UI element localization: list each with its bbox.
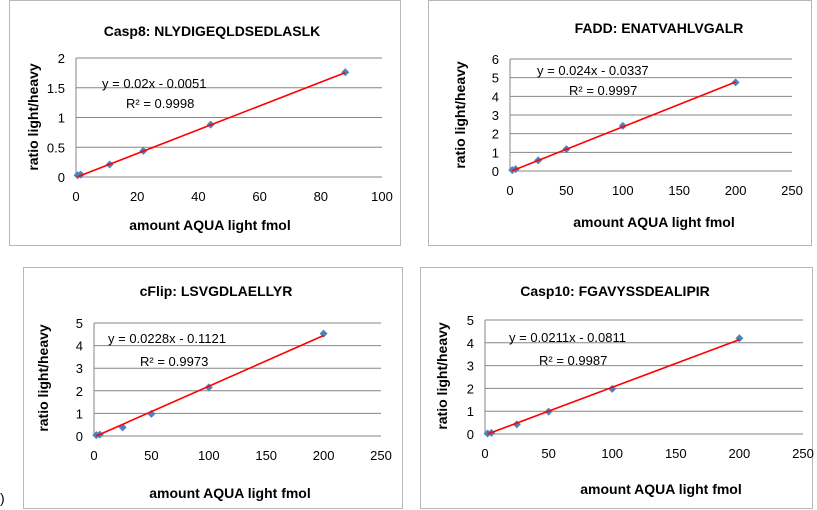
chart-panel-cflip: 0 1 2 3 4 5 0 50 100 150 200 250 cFlip: LSVGDLAELLYR…	[23, 267, 403, 509]
trendline	[511, 81, 736, 172]
x-tick-label: 150	[665, 446, 687, 461]
x-tick-label: 100	[371, 189, 393, 204]
y-tick-label: 0	[76, 429, 83, 444]
y-tick-label: 4	[467, 336, 474, 351]
y-tick-label: 0.5	[47, 140, 65, 155]
chart-title: FADD: ENATVAHLVGALR	[575, 20, 744, 36]
x-tick-label: 250	[370, 448, 392, 463]
chart-title: Casp10: FGAVYSSDEALIPIR	[520, 283, 710, 299]
y-tick-label: 2	[76, 384, 83, 399]
trendline	[95, 334, 324, 437]
r-squared-label: R² = 0.9998	[126, 96, 194, 111]
y-tick-label: 2	[492, 127, 499, 142]
x-tick-label: 50	[144, 448, 158, 463]
y-tick-label: 3	[492, 108, 499, 123]
r-squared-label: R² = 0.9973	[140, 354, 208, 369]
x-tick-label: 20	[130, 189, 144, 204]
y-axis-label: ratio light/heavy	[434, 322, 450, 430]
trendline	[487, 338, 740, 435]
data-point	[147, 409, 156, 418]
chart-panel-casp10: 0 1 2 3 4 5 0 50 100 150 200 250 Casp10: FGAVYSSDEAL…	[420, 267, 814, 509]
x-tick-label: 150	[668, 183, 690, 198]
trendline-equation: y = 0.0211x - 0.0811	[509, 330, 626, 345]
x-tick-label: 50	[559, 183, 573, 198]
y-tick-label: 5	[467, 313, 474, 328]
y-tick-label: 0	[58, 170, 65, 185]
y-tick-label: 1	[467, 404, 474, 419]
x-tick-label: 200	[729, 446, 751, 461]
x-tick-label: 100	[612, 183, 634, 198]
x-tick-label: 0	[90, 448, 97, 463]
x-tick-label: 100	[601, 446, 623, 461]
y-tick-label: 3	[76, 361, 83, 376]
x-tick-label: 0	[506, 183, 513, 198]
y-axis-label: ratio light/heavy	[35, 324, 51, 432]
y-tick-label: 3	[467, 359, 474, 374]
r-squared-label: R² = 0.9987	[539, 353, 607, 368]
x-tick-label: 50	[541, 446, 555, 461]
trendline-equation: y = 0.0228x - 0.1121	[108, 331, 226, 346]
trendline-equation: y = 0.024x - 0.0337	[537, 63, 649, 78]
x-axis-label: amount AQUA light fmol	[129, 217, 291, 233]
x-tick-label: 250	[792, 446, 814, 461]
x-axis-label: amount AQUA light fmol	[149, 485, 311, 501]
y-tick-label: 1	[58, 111, 65, 126]
y-tick-label: 2	[58, 51, 65, 66]
x-axis-label: amount AQUA light fmol	[580, 481, 742, 497]
data-point	[341, 68, 350, 77]
stray-parenthesis: )	[0, 490, 5, 506]
x-tick-label: 150	[255, 448, 277, 463]
y-tick-label: 1	[76, 406, 83, 421]
y-tick-label: 1	[492, 145, 499, 160]
y-tick-label: 5	[492, 71, 499, 86]
x-tick-label: 250	[781, 183, 803, 198]
chart-title: Casp8: NLYDIGEQLDSEDLASLK	[104, 23, 321, 39]
chart-fadd: 0 1 2 3 4 5 6 0 50 100 150 200 250 FADD: ENATVAHLVGAL…	[452, 20, 803, 230]
x-tick-label: 0	[481, 446, 488, 461]
y-tick-label: 2	[467, 381, 474, 396]
r-squared-label: R² = 0.9997	[569, 83, 637, 98]
y-tick-label: 6	[492, 52, 499, 67]
y-tick-label: 0	[492, 164, 499, 179]
x-tick-label: 60	[252, 189, 266, 204]
y-tick-label: 4	[76, 339, 83, 354]
x-tick-label: 100	[198, 448, 220, 463]
x-tick-label: 200	[313, 448, 335, 463]
trendline-equation: y = 0.02x - 0.0051	[102, 76, 206, 91]
data-point	[118, 423, 127, 432]
x-tick-label: 0	[72, 189, 79, 204]
y-tick-label: 4	[492, 89, 499, 104]
y-tick-label: 5	[76, 316, 83, 331]
x-tick-label: 40	[191, 189, 205, 204]
chart-panel-fadd: 0 1 2 3 4 5 6 0 50 100 150 200 250 FADD: ENATVAHLVGAL…	[428, 0, 812, 246]
data-point	[618, 121, 627, 130]
trendline	[77, 71, 346, 178]
x-tick-label: 200	[725, 183, 747, 198]
y-tick-label: 1.5	[47, 81, 65, 96]
y-tick-label: 0	[467, 427, 474, 442]
chart-panel-casp8: 0 0.5 1 1.5 2 0 20 40 60 80 100 Casp8: NLYDIGEQLDSE…	[9, 0, 401, 246]
chart-title: cFlip: LSVGDLAELLYR	[140, 283, 293, 299]
x-tick-label: 80	[314, 189, 328, 204]
x-axis-label: amount AQUA light fmol	[573, 214, 735, 230]
y-axis-label: ratio light/heavy	[452, 61, 468, 169]
data-point	[319, 329, 328, 338]
y-axis-label: ratio light/heavy	[25, 63, 41, 171]
